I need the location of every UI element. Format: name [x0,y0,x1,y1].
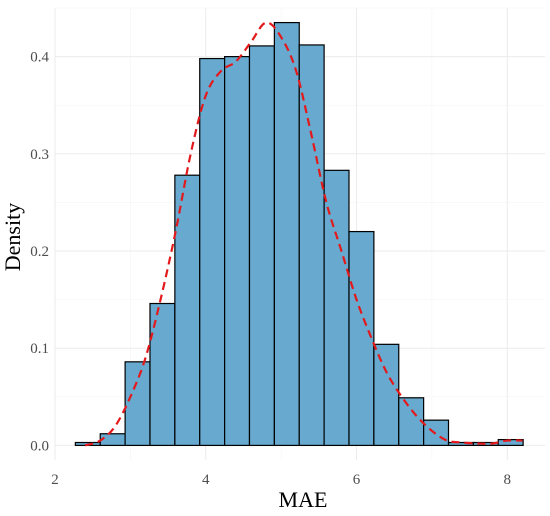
histogram-bar [99,433,126,447]
x-tick-label: 2 [51,472,59,488]
x-tick-labels: 2 4 6 8 [51,472,511,488]
histogram-bar [323,169,350,447]
histogram-bar [224,56,251,447]
y-tick-label: 0.2 [30,244,49,260]
histogram-bar [248,45,275,447]
histogram-bar [199,57,226,447]
histogram-bar [273,21,300,447]
x-tick-label: 6 [353,472,361,488]
histogram-bar [398,397,425,447]
x-tick-label: 8 [504,472,512,488]
y-tick-label: 0.0 [30,438,49,454]
histogram-bar [348,230,375,447]
histogram-bar [373,343,400,447]
x-axis-title: MAE [279,487,328,512]
y-tick-label: 0.1 [30,341,49,357]
bars-layer [74,21,524,447]
density-curve-layer [84,21,523,447]
density-curve [84,21,523,447]
y-tick-labels: 0.0 0.1 0.2 0.3 0.4 [30,50,49,455]
x-tick-label: 4 [202,472,210,488]
histogram-bar [174,174,201,447]
y-tick-label: 0.3 [30,147,49,163]
histogram-bar [298,44,325,447]
y-axis-title: Density [0,203,25,271]
y-tick-label: 0.4 [30,50,49,66]
histogram-bar [124,361,151,447]
